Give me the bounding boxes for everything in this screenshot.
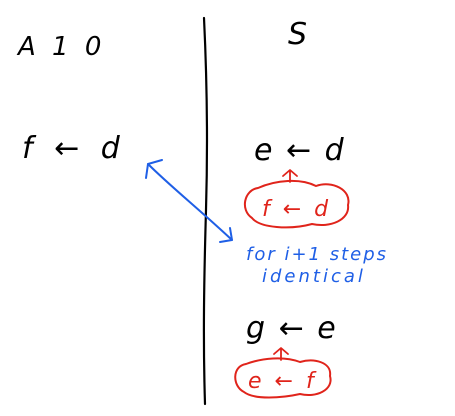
vertical-divider-line bbox=[202, 16, 209, 406]
left-column-heading: A 1 0 bbox=[16, 32, 105, 62]
link-arrow-line bbox=[147, 163, 233, 241]
right-statement-2: g ← e bbox=[246, 311, 338, 346]
annotation-line-2: identical bbox=[262, 266, 366, 287]
highlight-cloud-1 bbox=[243, 180, 350, 229]
boxed-statement-1: f ← d bbox=[262, 197, 331, 222]
highlight-cloud-2 bbox=[234, 357, 332, 399]
annotation-line-1: for i+1 steps bbox=[246, 244, 388, 265]
arrow-head-start-icon bbox=[145, 159, 163, 179]
left-statement: f ← d bbox=[22, 131, 126, 166]
boxed-statement-2: e ← f bbox=[248, 369, 317, 394]
right-statement-1: e ← d bbox=[254, 133, 346, 168]
right-column-heading: S bbox=[288, 17, 307, 52]
arrow-head-end-icon bbox=[219, 227, 233, 243]
